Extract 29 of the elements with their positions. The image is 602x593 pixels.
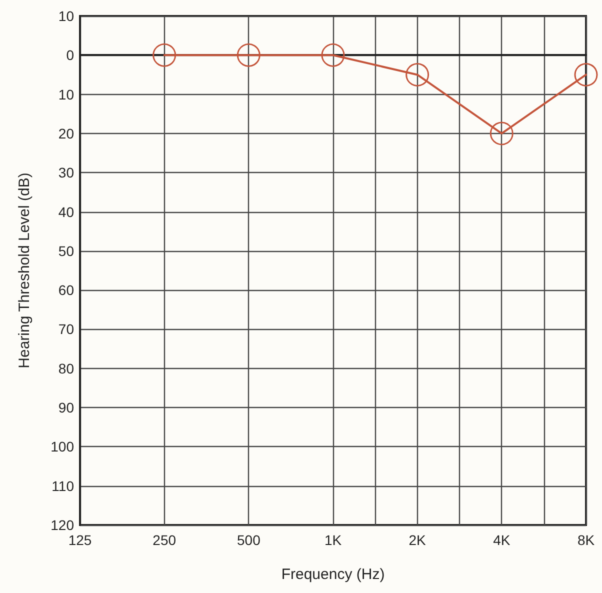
y-tick-label: 90 — [58, 400, 74, 416]
y-tick-label: 40 — [58, 204, 74, 220]
y-tick-label: 80 — [58, 360, 74, 376]
x-tick-label: 250 — [152, 532, 176, 548]
y-tick-label: 70 — [58, 321, 74, 338]
point — [321, 43, 345, 67]
y-tick-label: 120 — [50, 517, 74, 533]
y-axis-title: Hearing Threshold Level (dB) — [16, 172, 33, 368]
x-tick-label: 8K — [577, 532, 596, 548]
point — [152, 43, 176, 67]
y-tick-label: 20 — [58, 125, 74, 142]
y-tick-label: 110 — [52, 478, 74, 494]
x-tick-label: 125 — [68, 532, 92, 548]
y-tick-label: 0 — [66, 47, 74, 64]
y-tick-label: 10 — [58, 8, 74, 24]
x-tick-label: 2K — [408, 532, 427, 548]
y-tick-label: 10 — [58, 86, 74, 102]
x-tick-label: 4K — [493, 532, 511, 548]
y-tick-label: 60 — [58, 282, 74, 298]
point — [574, 62, 598, 86]
x-tick-label: 500 — [236, 532, 261, 548]
y-tick-label: 100 — [50, 438, 74, 455]
point — [236, 43, 260, 67]
point — [406, 62, 430, 86]
y-tick-label: 50 — [58, 242, 74, 259]
point — [490, 122, 514, 146]
x-axis-title: Frequency (Hz) — [281, 566, 385, 583]
x-tick-label: 1K — [324, 532, 342, 548]
y-tick-label: 30 — [58, 164, 74, 181]
